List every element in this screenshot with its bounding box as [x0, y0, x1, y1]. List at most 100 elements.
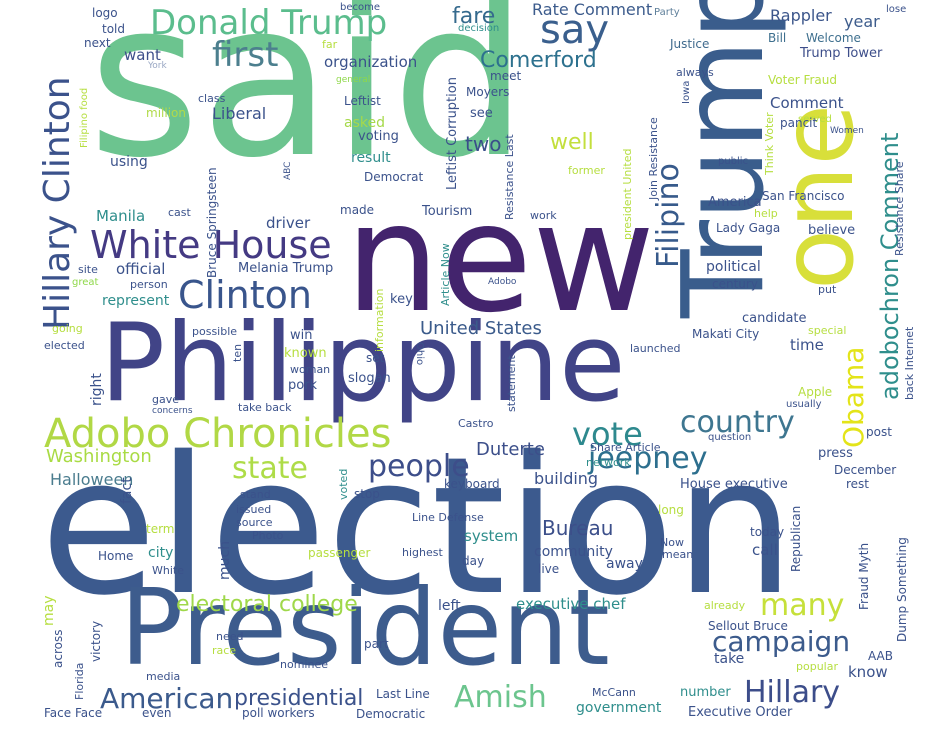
word-america: America — [708, 195, 762, 210]
word-duterte: Duterte — [476, 439, 545, 460]
word-victory: victory — [89, 620, 103, 662]
word-trump-tower: Trump Tower — [800, 46, 883, 61]
word-popular: popular — [796, 660, 838, 673]
word-manila: Manila — [96, 207, 146, 225]
word-already: already — [704, 599, 746, 612]
word-usually: usually — [786, 399, 822, 410]
word-race: race — [212, 644, 237, 657]
word-time: time — [790, 336, 824, 354]
word-class: class — [198, 92, 226, 105]
word-pancit: pancit — [780, 116, 818, 130]
word-resistance-last: Resistance Last — [503, 134, 516, 220]
word-official: official — [116, 260, 166, 278]
word-post: post — [866, 425, 892, 439]
word-using: using — [110, 154, 148, 170]
word-know: know — [848, 663, 888, 681]
word-face-face: Face Face — [44, 706, 103, 720]
word-become: become — [340, 2, 381, 13]
word-women: Women — [830, 126, 864, 136]
word-ten: ten — [231, 343, 244, 362]
word-driver: driver — [266, 214, 311, 232]
word-obama: Obama — [837, 346, 870, 448]
word-president-united: president United — [621, 148, 634, 241]
word-clinton: Clinton — [178, 273, 312, 317]
word-slogan: slogan — [348, 371, 391, 386]
word-poll-workers: poll workers — [242, 706, 315, 720]
word-rappler: Rappler — [770, 6, 832, 25]
word-passenger: passenger — [308, 546, 371, 560]
word-house-executive: House executive — [680, 477, 788, 492]
word-adobo-chronicles: Adobo Chronicles — [44, 411, 392, 457]
word-set: set — [366, 351, 385, 365]
word-million: million — [146, 106, 186, 120]
word-castro: Castro — [458, 417, 494, 430]
word-press: press — [818, 446, 853, 461]
word-pork: pork — [288, 378, 318, 393]
word-line-defense: Line Defense — [412, 511, 484, 524]
word-abc: ABC — [283, 161, 293, 180]
word-general: general — [336, 75, 371, 85]
word-rest: rest — [846, 477, 870, 491]
word-join-resistance: Join Resistance — [647, 117, 660, 200]
word-welcome: Welcome — [806, 31, 861, 45]
word-government: government — [576, 700, 662, 716]
word-leftist-corruption: Leftist Corruption — [445, 77, 460, 190]
word-term: term — [146, 522, 175, 536]
word-comerford: Comerford — [480, 48, 597, 73]
word-key: key — [390, 292, 413, 307]
word-united-states: United States — [420, 318, 542, 339]
word-nominee: nominee — [280, 658, 328, 671]
word-year: year — [844, 12, 880, 31]
word-election: election — [40, 416, 795, 637]
word-live: live — [538, 562, 560, 576]
word-new: new — [345, 172, 656, 346]
word-person: person — [130, 278, 168, 291]
word-back-internet: back Internet — [903, 326, 916, 400]
word-question: question — [708, 432, 752, 443]
word-philippine: Philippine — [100, 301, 626, 426]
word-meet: meet — [490, 69, 522, 83]
word-home: Home — [98, 549, 134, 563]
word-lady-gaga: Lady Gaga — [716, 221, 781, 235]
word-donald-trump: Donald Trump — [150, 3, 388, 43]
word-left: left — [438, 598, 461, 614]
word-said: said — [88, 0, 528, 205]
word-iowa: Iowa — [681, 80, 692, 104]
word-part: part — [364, 637, 389, 651]
word-share-article: Share Article — [590, 441, 661, 454]
word-statement: statement — [505, 355, 518, 412]
word-need: need — [216, 630, 244, 643]
word-made: made — [340, 203, 375, 217]
word-bureau: Bureau — [542, 516, 614, 540]
word-told: told — [102, 22, 125, 36]
word-community: community — [534, 544, 613, 560]
word-voted: voted — [337, 468, 350, 500]
word-melania-trump: Melania Trump — [238, 261, 334, 276]
word-source: source — [236, 516, 273, 529]
word-presidential: presidential — [234, 686, 364, 711]
word-building: building — [534, 469, 599, 488]
word-white: White — [152, 564, 184, 577]
word-voting: voting — [358, 129, 399, 144]
word-across: across — [51, 629, 65, 668]
word-take-back: take back — [238, 401, 292, 414]
word-public: public — [718, 156, 749, 167]
word-concerns: concerns — [152, 406, 193, 416]
word-well: well — [550, 130, 594, 155]
word-stop: stop — [354, 487, 380, 501]
word-people: people — [368, 449, 470, 484]
word-comment: Comment — [770, 94, 844, 112]
word-jeepney: jeepney — [588, 441, 708, 476]
word-network: network — [586, 456, 631, 469]
word-country: country — [680, 405, 795, 440]
word-long: long — [658, 503, 684, 517]
word-democratic: Democratic — [356, 707, 426, 721]
word-now: Now — [660, 536, 684, 549]
word-keyboard: keyboard — [444, 477, 500, 491]
word-vote: vote — [572, 415, 643, 453]
word-believe: believe — [808, 223, 856, 238]
word-photo: Photo — [252, 529, 284, 542]
word-woman: woman — [290, 363, 331, 376]
word-moyers: Moyers — [466, 85, 510, 99]
word-fraud-myth: Fraud Myth — [857, 542, 871, 610]
